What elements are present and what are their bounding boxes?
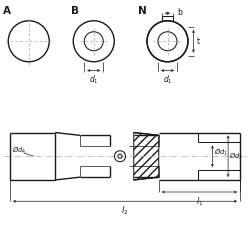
- Text: A: A: [3, 6, 11, 16]
- Text: $l_1$: $l_1$: [196, 195, 203, 207]
- Text: N: N: [138, 6, 147, 16]
- Text: t: t: [196, 37, 200, 46]
- Text: $l_2$: $l_2$: [121, 204, 129, 217]
- Text: B: B: [71, 6, 79, 16]
- Text: $Ød_1$: $Ød_1$: [214, 147, 228, 158]
- Text: b: b: [177, 8, 182, 17]
- Text: $d_1$: $d_1$: [163, 73, 172, 86]
- Polygon shape: [162, 16, 173, 22]
- Text: $d_1$: $d_1$: [89, 73, 99, 86]
- Polygon shape: [134, 132, 159, 180]
- Text: $Ød_4$: $Ød_4$: [12, 145, 27, 156]
- Text: $Ød_2$: $Ød_2$: [229, 151, 244, 162]
